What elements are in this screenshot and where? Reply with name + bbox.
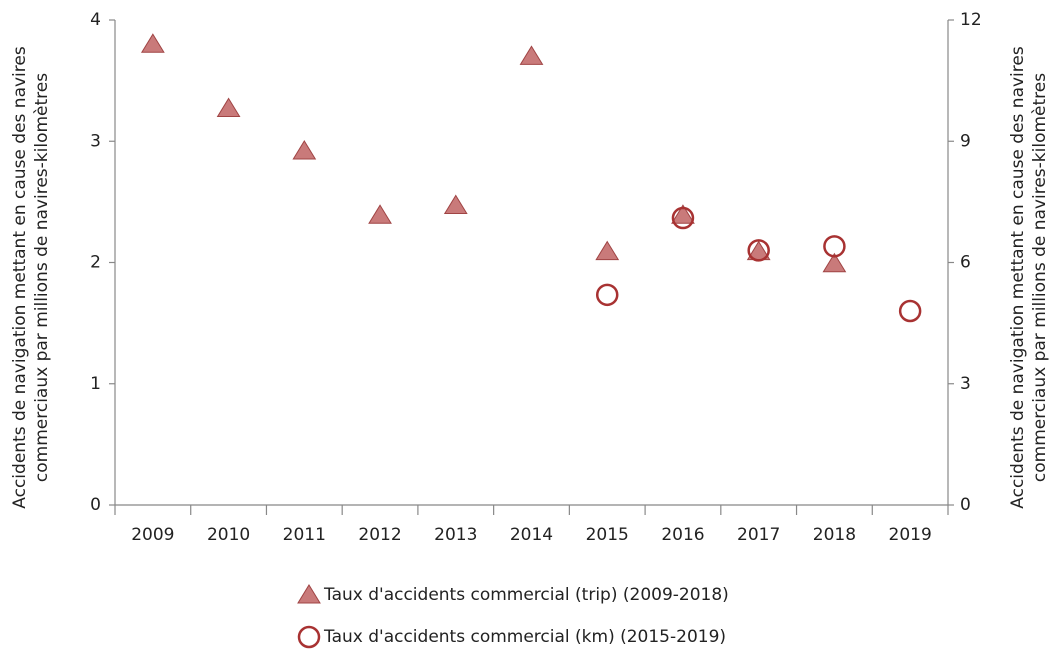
x-tick-label: 2018 [813,525,856,545]
triangle-marker [671,204,695,224]
y2-axis-label: Accidents de navigation mettant en cause… [1008,46,1050,509]
triangle-marker [140,33,165,53]
triangle-marker [595,240,620,261]
triangle-marker [368,204,392,224]
y2-tick-label: 0 [960,495,971,515]
triangle-marker [292,139,317,160]
legend-label: Taux d'accidents commercial (trip) (2009… [323,585,729,605]
y-tick-label: 2 [90,253,101,273]
circle-marker [671,206,695,230]
x-tick-label: 2016 [661,525,704,545]
y-axis-label: Accidents de navigation mettant en cause… [10,46,52,509]
legend-marker [297,625,321,649]
triangle-marker [519,45,544,65]
legend-label: Taux d'accidents commercial (km) (2015-2… [323,627,726,647]
x-tick-label: 2009 [131,525,174,545]
y-tick-label: 4 [90,10,101,30]
circle-marker [823,235,846,258]
x-tick-label: 2010 [207,525,250,545]
triangle-marker [443,194,468,215]
x-tick-label: 2011 [283,525,326,545]
y2-tick-label: 9 [960,131,971,151]
triangle-marker [216,97,241,118]
y2-tick-label: 3 [960,374,971,394]
x-tick-label: 2015 [586,525,629,545]
y2-axis-label-line: Accidents de navigation mettant en cause… [1008,46,1028,509]
y-axis-label-line: commerciaux par millions de navires-kilo… [32,73,52,482]
x-tick-label: 2019 [889,525,932,545]
x-tick-label: 2017 [737,525,780,545]
x-tick-label: 2012 [358,525,401,545]
circle-marker [747,239,770,262]
x-tick-label: 2013 [434,525,477,545]
x-tick-label: 2014 [510,525,553,545]
y2-tick-label: 6 [960,253,971,273]
circle-marker [898,299,922,323]
y2-tick-label: 12 [960,10,982,30]
y-tick-label: 0 [90,495,101,515]
triangle-marker [822,252,847,273]
y2-axis-label-line: commerciaux par millions de navires-kilo… [1030,73,1050,482]
y-tick-label: 1 [90,374,101,394]
legend-marker [297,584,321,604]
circle-marker [595,283,619,307]
y-tick-label: 3 [90,131,101,151]
y-axis-label-line: Accidents de navigation mettant en cause… [10,46,30,509]
